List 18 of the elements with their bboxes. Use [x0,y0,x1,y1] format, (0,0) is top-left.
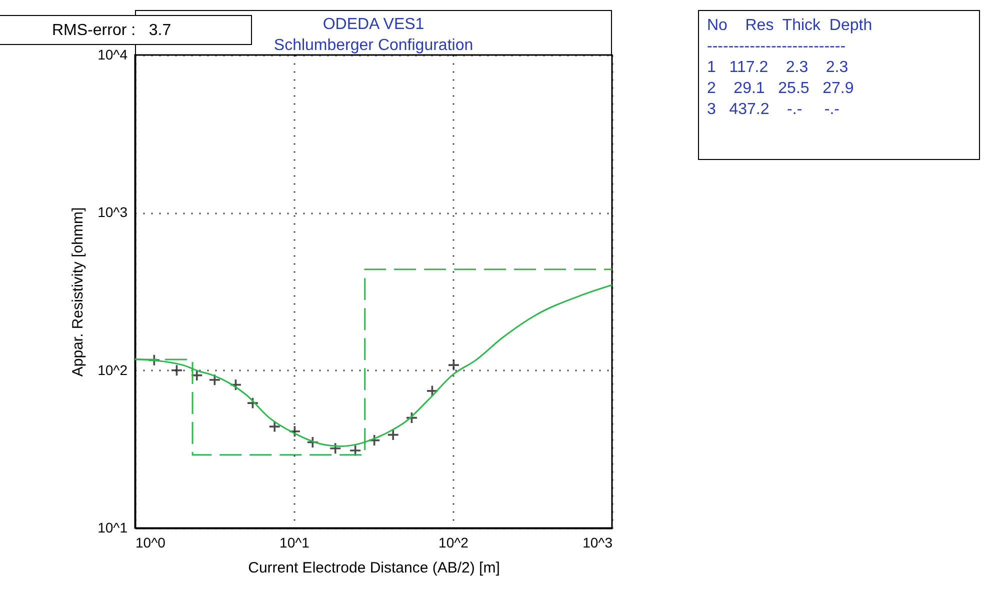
chart-subtitle: Schlumberger Configuration [274,37,474,54]
x-axis-title: Current Electrode Distance (AB/2) [m] [248,560,500,576]
y-tick-label: 10^3 [98,204,128,220]
x-tick-label: 10^0 [136,534,166,550]
text: 2 29.1 25.5 27.9 [707,79,855,99]
y-tick-label: 10^1 [98,520,128,536]
y-axis-title: Appar. Resistivity [ohmm] [70,207,87,377]
text: 3 437.2 -.- -.- [707,100,840,120]
x-tick-label: 10^3 [582,534,613,550]
x-tick-label: 10^2 [438,534,469,550]
chart-title: ODEDA VES1 [322,16,424,33]
y-tick-label: 10^2 [98,362,128,378]
text: No Res Thick Depth [707,16,874,36]
x-tick-label: 10^1 [280,534,310,550]
y-tick-label: 10^4 [98,46,128,62]
text: 1 117.2 2.3 2.3 [707,58,850,78]
text: -------------------------- [707,37,847,57]
text: RMS-error : 3.7 [0,15,252,45]
